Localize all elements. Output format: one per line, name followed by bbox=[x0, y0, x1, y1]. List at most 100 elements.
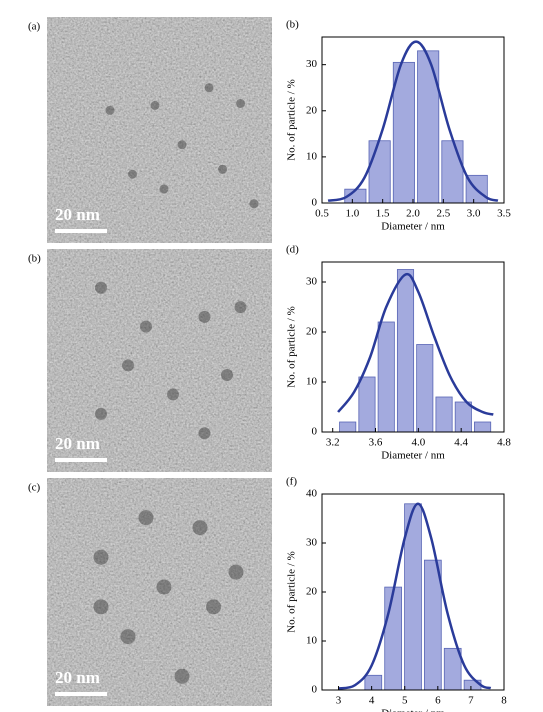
nanoparticle bbox=[221, 369, 233, 382]
y-tick-label: 30 bbox=[306, 276, 318, 288]
nanoparticle bbox=[167, 388, 179, 401]
x-tick-label: 4.0 bbox=[411, 437, 425, 449]
x-tick-label: 3 bbox=[336, 695, 342, 707]
nanoparticle bbox=[138, 510, 154, 526]
tem-texture bbox=[47, 478, 272, 706]
histogram-bar bbox=[339, 421, 357, 433]
histogram-bar bbox=[417, 50, 440, 204]
y-tick-label: 10 bbox=[306, 376, 318, 388]
nanoparticle bbox=[95, 281, 107, 294]
nanoparticle bbox=[192, 520, 208, 536]
y-axis-label: No. of particle / % bbox=[286, 551, 298, 633]
nanoparticle bbox=[150, 100, 160, 110]
nanoparticle bbox=[93, 599, 109, 615]
y-tick-label: 40 bbox=[306, 488, 318, 500]
x-tick-label: 0.5 bbox=[315, 208, 329, 220]
histogram-bar bbox=[454, 401, 472, 433]
panel-label: (d) bbox=[286, 244, 299, 256]
nanoparticle bbox=[174, 668, 190, 684]
nanoparticle bbox=[95, 407, 107, 420]
x-tick-label: 3.0 bbox=[467, 208, 481, 220]
y-tick-label: 30 bbox=[306, 58, 318, 70]
fit-curve bbox=[327, 40, 499, 202]
histogram-bar bbox=[441, 140, 464, 204]
y-axis-label: No. of particle / % bbox=[286, 306, 298, 388]
nanoparticle bbox=[206, 599, 221, 615]
x-tick-label: 5 bbox=[402, 695, 408, 707]
x-tick-label: 3.2 bbox=[326, 437, 340, 449]
x-tick-label: 6 bbox=[435, 695, 441, 707]
nanoparticle bbox=[204, 83, 214, 93]
x-tick-label: 8 bbox=[501, 695, 507, 707]
plot-frame bbox=[321, 261, 505, 433]
y-tick-label: 0 bbox=[312, 684, 318, 696]
x-axis-label: Diameter / nm bbox=[381, 221, 445, 233]
x-tick-label: 3.5 bbox=[497, 208, 511, 220]
nanoparticle bbox=[249, 199, 259, 209]
histogram-bar bbox=[358, 376, 376, 433]
scale-bar-label: 20 nm bbox=[55, 434, 100, 453]
scale-bar-label: 20 nm bbox=[55, 668, 100, 687]
nanoparticle bbox=[128, 169, 137, 179]
histogram-bar bbox=[384, 586, 402, 691]
histogram-bar bbox=[474, 421, 492, 433]
histogram-bar bbox=[435, 396, 453, 433]
scale-bar bbox=[55, 229, 107, 233]
histogram-bar bbox=[377, 321, 395, 433]
histogram-bar bbox=[416, 344, 434, 433]
panel-label: (b) bbox=[286, 19, 299, 31]
scale-bar bbox=[55, 458, 107, 462]
y-axis-label: No. of particle / % bbox=[286, 79, 298, 161]
nanoparticle bbox=[105, 105, 115, 115]
panel-label: (a) bbox=[28, 21, 41, 33]
histogram-bar bbox=[368, 140, 391, 204]
nanoparticle bbox=[159, 184, 169, 194]
histogram-bar bbox=[364, 674, 383, 691]
x-tick-label: 1.0 bbox=[345, 208, 359, 220]
x-tick-label: 1.5 bbox=[376, 208, 390, 220]
nanoparticle bbox=[93, 549, 109, 565]
panel-label: (c) bbox=[28, 482, 41, 494]
y-tick-label: 20 bbox=[306, 104, 318, 116]
x-tick-label: 4 bbox=[369, 695, 375, 707]
fit-curve bbox=[338, 502, 492, 690]
y-tick-label: 10 bbox=[306, 150, 318, 162]
x-tick-label: 7 bbox=[468, 695, 474, 707]
nanoparticle bbox=[156, 579, 172, 595]
histogram-bar bbox=[424, 559, 442, 691]
nanoparticle bbox=[122, 359, 134, 372]
histogram-bar bbox=[392, 61, 415, 204]
nanoparticle bbox=[236, 98, 245, 108]
nanoparticle bbox=[218, 164, 227, 174]
histogram-bar bbox=[396, 269, 415, 433]
nanoparticle bbox=[120, 629, 136, 645]
scale-bar-label: 20 nm bbox=[55, 205, 100, 224]
tem-texture bbox=[47, 249, 272, 472]
panel-label: (f) bbox=[286, 476, 297, 488]
y-tick-label: 0 bbox=[312, 426, 318, 438]
y-tick-label: 30 bbox=[306, 537, 318, 549]
x-axis-label: Diameter / nm bbox=[381, 708, 445, 712]
fit-curve bbox=[337, 272, 494, 416]
nanoparticle bbox=[228, 564, 244, 580]
y-tick-label: 20 bbox=[306, 326, 318, 338]
nanoparticle bbox=[140, 320, 152, 333]
y-tick-label: 10 bbox=[306, 635, 318, 647]
nanoparticle bbox=[198, 310, 211, 323]
y-tick-label: 0 bbox=[312, 197, 318, 209]
nanoparticle bbox=[198, 427, 211, 440]
y-tick-label: 20 bbox=[306, 586, 318, 598]
x-tick-label: 3.6 bbox=[369, 437, 383, 449]
nanoparticle bbox=[234, 301, 247, 314]
tem-texture bbox=[47, 17, 272, 243]
x-tick-label: 4.8 bbox=[497, 437, 511, 449]
x-axis-label: Diameter / nm bbox=[381, 450, 445, 462]
x-tick-label: 2.5 bbox=[436, 208, 450, 220]
nanoparticle bbox=[177, 140, 187, 150]
x-tick-label: 2.0 bbox=[406, 208, 420, 220]
scale-bar bbox=[55, 692, 107, 696]
x-tick-label: 4.4 bbox=[454, 437, 468, 449]
panel-label: (b) bbox=[28, 253, 41, 265]
